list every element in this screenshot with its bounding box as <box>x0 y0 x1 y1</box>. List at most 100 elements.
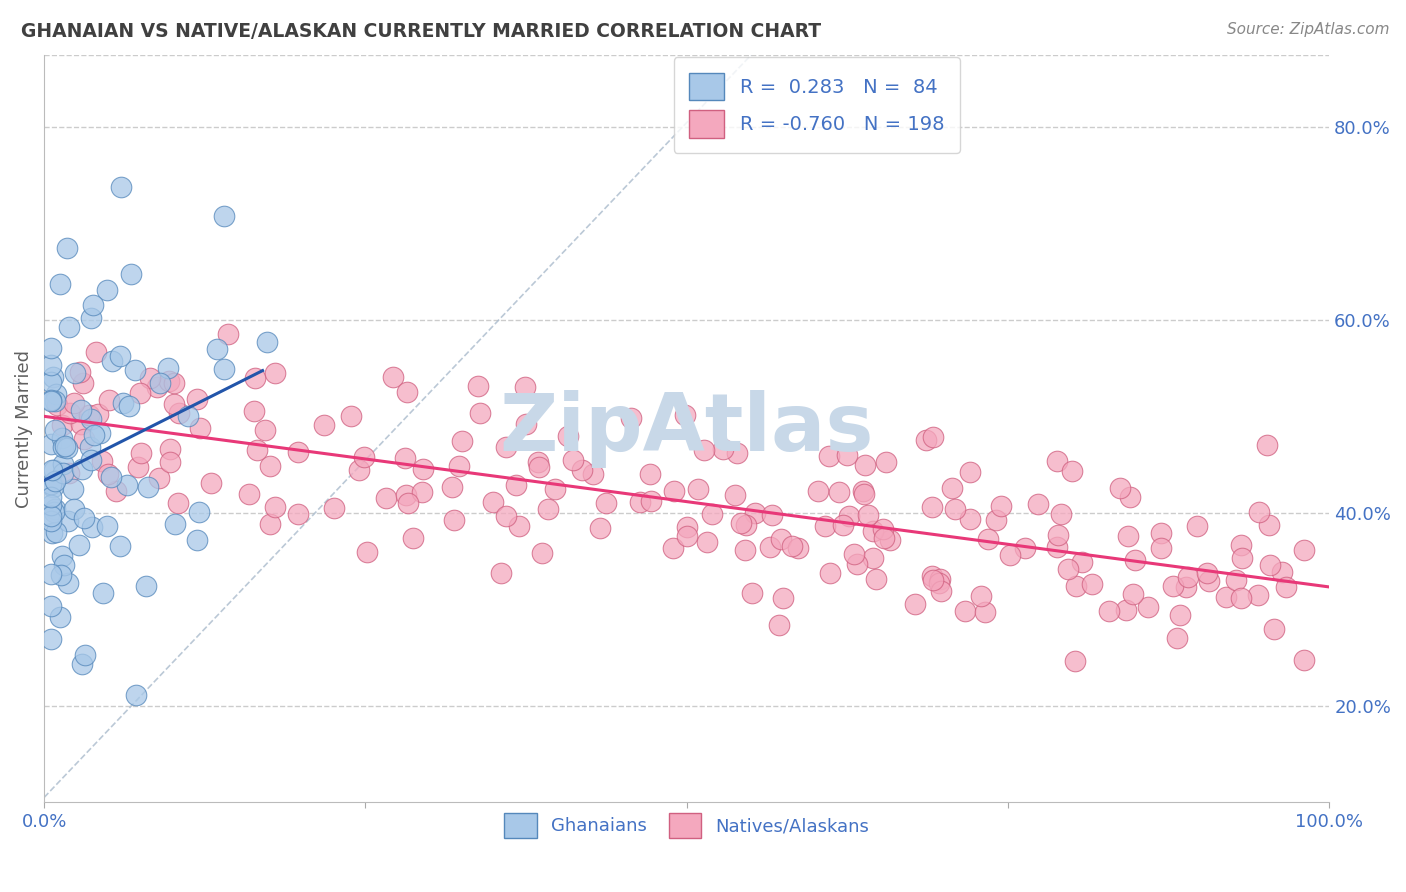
Point <box>89 425 111 440</box>
Point <box>49 568 72 582</box>
Point <box>769 533 792 547</box>
Point <box>101 354 124 368</box>
Point <box>396 496 419 510</box>
Point <box>852 483 875 498</box>
Point <box>915 434 938 448</box>
Point <box>513 380 536 394</box>
Point <box>1070 555 1092 569</box>
Point <box>39 632 62 646</box>
Point <box>83 428 105 442</box>
Point <box>82 520 104 534</box>
Point <box>212 209 235 223</box>
Point <box>620 410 643 425</box>
Point <box>953 604 976 618</box>
Point <box>844 547 866 561</box>
Point <box>853 458 876 473</box>
Text: GHANAIAN VS NATIVE/ALASKAN CURRENTLY MARRIED CORRELATION CHART: GHANAIAN VS NATIVE/ALASKAN CURRENTLY MAR… <box>21 22 821 41</box>
Point <box>256 334 278 349</box>
Point <box>375 491 398 505</box>
Text: Source: ZipAtlas.com: Source: ZipAtlas.com <box>1226 22 1389 37</box>
Point <box>395 488 418 502</box>
Point <box>589 521 612 535</box>
Point <box>1249 505 1271 519</box>
Point <box>557 429 579 443</box>
Point <box>259 517 281 532</box>
Point <box>167 406 190 420</box>
Point <box>46 399 69 413</box>
Point <box>724 488 747 502</box>
Point <box>468 406 491 420</box>
Point <box>1275 580 1298 594</box>
Point <box>879 533 901 547</box>
Point <box>943 502 966 516</box>
Point <box>838 508 860 523</box>
Point <box>44 462 66 476</box>
Point <box>39 376 62 390</box>
Point <box>186 392 208 407</box>
Point <box>188 420 211 434</box>
Point <box>768 618 790 632</box>
Point <box>44 394 66 409</box>
Point <box>42 480 65 494</box>
Point <box>100 469 122 483</box>
Point <box>970 589 993 603</box>
Point <box>1163 579 1185 593</box>
Point <box>515 417 537 431</box>
Point <box>1137 600 1160 615</box>
Point <box>862 551 884 566</box>
Point <box>39 437 62 451</box>
Point <box>65 366 87 380</box>
Legend: Ghanaians, Natives/Alaskans: Ghanaians, Natives/Alaskans <box>496 805 876 846</box>
Point <box>544 482 567 496</box>
Point <box>108 540 131 554</box>
Point <box>70 462 93 476</box>
Point <box>928 575 950 590</box>
Point <box>744 506 766 520</box>
Point <box>39 508 62 523</box>
Point <box>353 450 375 464</box>
Point <box>928 572 950 586</box>
Point <box>96 519 118 533</box>
Point <box>1014 541 1036 555</box>
Point <box>91 454 114 468</box>
Point <box>80 452 103 467</box>
Point <box>1247 589 1270 603</box>
Point <box>41 463 63 477</box>
Point <box>56 515 79 529</box>
Point <box>977 533 1000 547</box>
Point <box>1060 464 1083 478</box>
Point <box>52 457 75 471</box>
Point <box>58 319 80 334</box>
Point <box>759 541 782 555</box>
Point <box>402 531 425 545</box>
Point <box>396 385 419 400</box>
Point <box>1185 519 1208 533</box>
Point <box>872 522 894 536</box>
Point <box>62 396 84 410</box>
Point <box>39 477 62 491</box>
Point <box>110 180 132 194</box>
Point <box>1150 541 1173 556</box>
Point <box>1050 507 1073 521</box>
Point <box>1256 437 1278 451</box>
Point <box>149 376 172 391</box>
Point <box>39 599 62 613</box>
Point <box>561 453 583 467</box>
Point <box>39 394 62 409</box>
Point <box>1064 654 1087 668</box>
Point <box>48 277 70 291</box>
Point <box>727 445 749 459</box>
Point <box>1123 552 1146 566</box>
Point <box>856 508 879 523</box>
Point <box>104 483 127 498</box>
Point <box>264 500 287 515</box>
Point <box>349 463 371 477</box>
Point <box>676 529 699 543</box>
Point <box>411 485 433 500</box>
Point <box>49 610 72 624</box>
Point <box>675 520 697 534</box>
Point <box>323 501 346 516</box>
Point <box>693 443 716 458</box>
Point <box>135 579 157 593</box>
Point <box>207 342 229 356</box>
